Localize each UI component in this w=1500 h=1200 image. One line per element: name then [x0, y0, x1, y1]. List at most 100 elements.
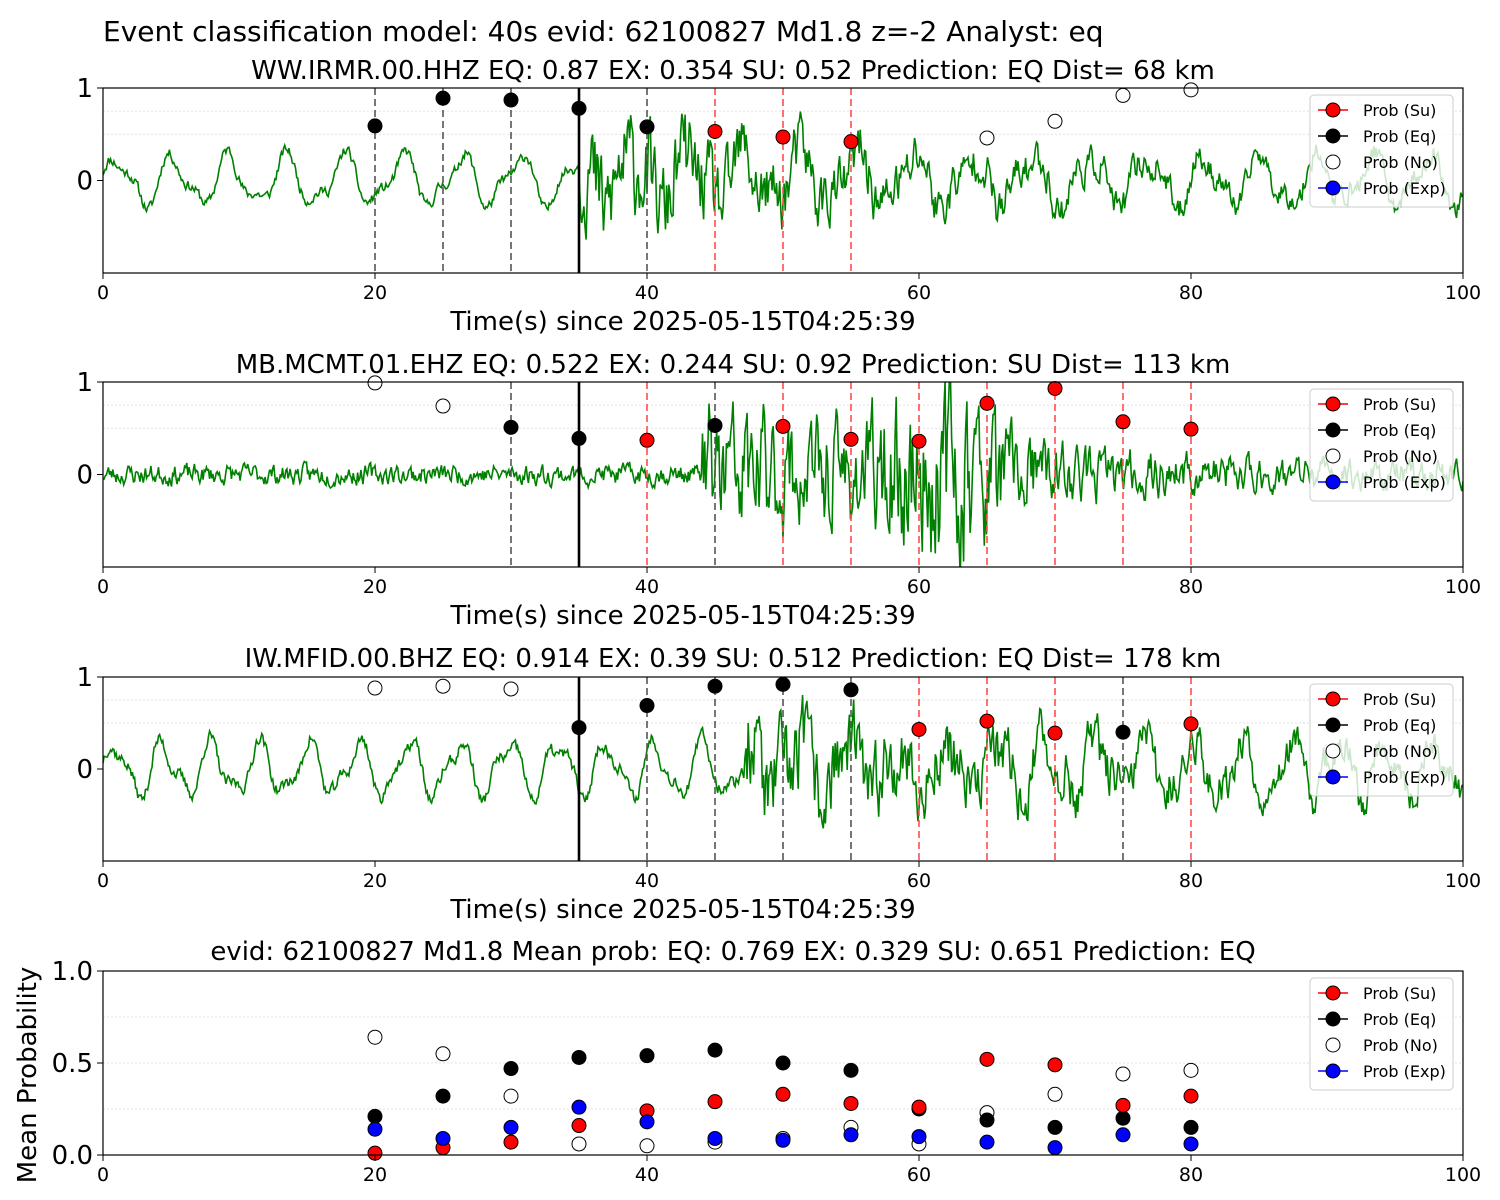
y-tick-label: 1.0	[52, 957, 93, 987]
x-tick-label: 80	[1179, 282, 1203, 304]
legend-marker-eq	[1325, 717, 1341, 733]
prob-point-no	[367, 1029, 383, 1045]
x-tick-label: 0	[97, 282, 109, 304]
x-axis-label: Time(s) since 2025-05-15T04:25:39	[449, 895, 915, 925]
legend-box	[1309, 94, 1454, 208]
figure-title: Event classification model: 40s evid: 62…	[103, 15, 1104, 48]
legend-marker-no	[1325, 448, 1341, 464]
y-tick-label: 0.5	[52, 1049, 93, 1079]
prob-point-exp	[571, 1099, 587, 1115]
prob-point-eq	[775, 1055, 791, 1071]
legend-marker-exp	[1325, 180, 1341, 196]
x-tick-label: 60	[907, 282, 931, 304]
prob-point-exp	[1047, 1140, 1063, 1156]
prob-point-su	[571, 1118, 587, 1134]
prob-point-no	[435, 398, 451, 414]
x-tick-label: 80	[1179, 576, 1203, 598]
prob-point-eq	[707, 417, 723, 433]
legend-label-no: Prob (No)	[1363, 153, 1438, 172]
legend-label-eq: Prob (Eq)	[1363, 127, 1436, 146]
x-tick-label: 60	[907, 576, 931, 598]
prob-point-no	[1183, 1062, 1199, 1078]
legend-box	[1309, 977, 1454, 1091]
legend-marker-su	[1325, 691, 1341, 707]
prob-point-exp	[435, 1130, 451, 1146]
prob-point-su	[1047, 725, 1063, 741]
prob-point-su	[639, 432, 655, 448]
prob-point-su	[1115, 414, 1131, 430]
prob-point-eq	[367, 118, 383, 134]
x-axis-label: Time(s) since 2025-05-15T04:25:39	[449, 601, 915, 631]
prob-point-no	[503, 681, 519, 697]
prob-point-exp	[503, 1119, 519, 1135]
legend-label-exp: Prob (Exp)	[1363, 473, 1446, 492]
prob-point-no	[1047, 113, 1063, 129]
prob-point-eq	[435, 90, 451, 106]
panel-2: 0 20 40 60 80 100 0 1 MB.MCMT.01.EHZ EQ: 0.522 E…	[76, 350, 1481, 631]
prob-point-su	[1115, 1097, 1131, 1113]
prob-point-su	[979, 1051, 995, 1067]
prob-point-su	[503, 1134, 519, 1150]
prob-point-eq	[707, 678, 723, 694]
prob-point-su	[707, 123, 723, 139]
prob-point-eq	[639, 1048, 655, 1064]
prob-point-eq	[775, 676, 791, 692]
prob-point-eq	[571, 1049, 587, 1065]
plot-area	[103, 382, 1463, 567]
prob-point-eq	[1115, 724, 1131, 740]
legend-box	[1309, 683, 1454, 797]
prob-point-su	[843, 134, 859, 150]
prob-point-eq	[571, 100, 587, 116]
prob-point-eq	[1115, 1110, 1131, 1126]
y-tick-label: 0	[76, 167, 93, 197]
x-tick-label: 0	[97, 870, 109, 892]
y-tick-label: 1	[76, 368, 93, 398]
y-tick-label: 0	[76, 461, 93, 491]
panel-title: MB.MCMT.01.EHZ EQ: 0.522 EX: 0.244 SU: 0…	[236, 350, 1231, 380]
legend-marker-su	[1325, 396, 1341, 412]
prob-point-su	[843, 431, 859, 447]
prob-point-eq	[367, 1108, 383, 1124]
prob-point-no	[367, 375, 383, 391]
prob-point-eq	[639, 698, 655, 714]
x-tick-label: 40	[635, 1164, 659, 1186]
legend-label-eq: Prob (Eq)	[1363, 1010, 1436, 1029]
x-tick-label: 100	[1445, 1164, 1481, 1186]
prob-point-eq	[639, 119, 655, 135]
prob-point-eq	[979, 1112, 995, 1128]
legend: Prob (Su) Prob (Eq) Prob (No) Prob (Exp)	[1309, 94, 1454, 208]
panel-3: 0 20 40 60 80 100 0 1 IW.MFID.00.BHZ EQ: 0.914 E…	[76, 644, 1481, 925]
prob-point-su	[979, 395, 995, 411]
legend-marker-eq	[1325, 422, 1341, 438]
prob-point-no	[503, 1088, 519, 1104]
legend-label-su: Prob (Su)	[1363, 395, 1436, 414]
legend-marker-eq	[1325, 128, 1341, 144]
prob-point-no	[571, 1136, 587, 1152]
prob-point-eq	[571, 720, 587, 736]
legend-marker-su	[1325, 985, 1341, 1001]
legend: Prob (Su) Prob (Eq) Prob (No) Prob (Exp)	[1309, 388, 1454, 502]
legend-marker-exp	[1325, 474, 1341, 490]
legend-label-exp: Prob (Exp)	[1363, 1062, 1446, 1081]
panel-4: 0 20 40 60 80 100 0.0 0.5 1.0 evid: 62100827 Md1.…	[13, 937, 1481, 1186]
legend-marker-su	[1325, 102, 1341, 118]
prob-point-su	[1047, 380, 1063, 396]
legend-label-eq: Prob (Eq)	[1363, 716, 1436, 735]
prob-point-su	[911, 433, 927, 449]
x-tick-label: 80	[1179, 870, 1203, 892]
prob-point-eq	[1183, 1119, 1199, 1135]
prob-point-no	[435, 1046, 451, 1062]
legend-box	[1309, 388, 1454, 502]
prob-point-su	[1183, 1088, 1199, 1104]
prob-point-su	[707, 1094, 723, 1110]
prob-point-no	[367, 680, 383, 696]
x-tick-label: 40	[635, 282, 659, 304]
prob-point-su	[1183, 716, 1199, 732]
x-tick-label: 20	[363, 282, 387, 304]
prob-point-no	[979, 130, 995, 146]
legend-marker-exp	[1325, 1063, 1341, 1079]
prob-point-no	[1115, 87, 1131, 103]
legend-label-no: Prob (No)	[1363, 1036, 1438, 1055]
x-tick-label: 100	[1445, 576, 1481, 598]
